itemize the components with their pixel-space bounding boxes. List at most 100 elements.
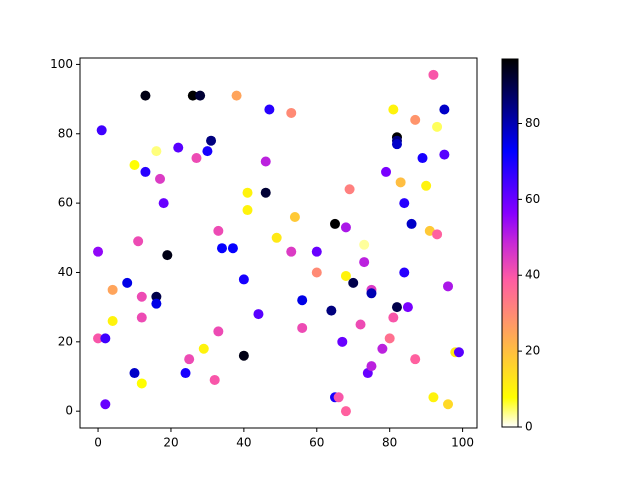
point (209, 374, 220, 385)
point (96, 125, 107, 136)
point (432, 229, 443, 240)
colorbar-tick-label: 0 (525, 420, 533, 434)
point (366, 288, 377, 299)
point (359, 239, 370, 250)
y-tick-label: 80 (58, 126, 73, 140)
point (406, 218, 417, 229)
point (100, 399, 111, 410)
y-tick-label: 0 (65, 404, 73, 418)
point (242, 187, 253, 198)
point (326, 305, 337, 316)
point (399, 267, 410, 278)
point (136, 312, 147, 323)
point (348, 277, 359, 288)
point (213, 326, 224, 337)
point (100, 333, 111, 344)
point (191, 153, 202, 164)
y-tick-label: 100 (50, 57, 73, 71)
point (388, 312, 399, 323)
point (355, 319, 366, 330)
point (136, 291, 147, 302)
point (340, 270, 351, 281)
point (151, 298, 162, 309)
point (344, 184, 355, 195)
point (151, 291, 162, 302)
point (391, 139, 402, 150)
point (340, 406, 351, 417)
point (388, 104, 399, 115)
point (391, 302, 402, 313)
point (366, 361, 377, 372)
point (93, 333, 104, 344)
point (238, 350, 249, 361)
point (107, 284, 118, 295)
x-tick-label: 100 (451, 436, 474, 450)
plot-frame (79, 57, 478, 429)
point (242, 205, 253, 216)
point (453, 347, 464, 358)
point (129, 159, 140, 170)
point (330, 218, 341, 229)
x-tick-label: 60 (309, 436, 324, 450)
point (238, 274, 249, 285)
point (264, 104, 275, 115)
point (122, 277, 133, 288)
point (286, 107, 297, 118)
x-tick-label: 80 (382, 436, 397, 450)
point (162, 250, 173, 261)
point (432, 121, 443, 132)
point (297, 295, 308, 306)
point (173, 142, 184, 153)
point (297, 322, 308, 333)
point (402, 302, 413, 313)
y-tick-label: 20 (58, 334, 73, 348)
point (428, 69, 439, 80)
point (260, 156, 271, 167)
point (213, 225, 224, 236)
point (180, 368, 191, 379)
colorbar (501, 58, 519, 428)
point (107, 316, 118, 327)
point (151, 146, 162, 157)
point (395, 177, 406, 188)
point (195, 90, 206, 101)
point (184, 354, 195, 365)
y-tick-label: 40 (58, 265, 73, 279)
point (333, 392, 344, 403)
point (289, 211, 300, 222)
point (311, 246, 322, 257)
point (140, 166, 151, 177)
point (384, 333, 395, 344)
colorbar-tick-label: 20 (525, 344, 540, 358)
y-tick-label: 60 (58, 196, 73, 210)
point (253, 309, 264, 320)
point (260, 187, 271, 198)
colorbar-tick-label: 40 (525, 268, 540, 282)
point (93, 246, 104, 257)
point (271, 232, 282, 243)
point (421, 180, 432, 191)
point (140, 90, 151, 101)
x-tick-label: 0 (94, 436, 102, 450)
point (202, 146, 213, 157)
point (443, 281, 454, 292)
point (231, 90, 242, 101)
point (227, 243, 238, 254)
point (377, 343, 388, 354)
point (439, 104, 450, 115)
point (381, 166, 392, 177)
point (410, 354, 421, 365)
point (399, 198, 410, 209)
point (155, 173, 166, 184)
x-tick-label: 20 (163, 436, 178, 450)
point (286, 246, 297, 257)
point (136, 378, 147, 389)
point (187, 90, 198, 101)
point (443, 399, 454, 410)
point (158, 198, 169, 209)
point (417, 153, 428, 164)
point (439, 149, 450, 160)
point (129, 368, 140, 379)
point (340, 222, 351, 233)
